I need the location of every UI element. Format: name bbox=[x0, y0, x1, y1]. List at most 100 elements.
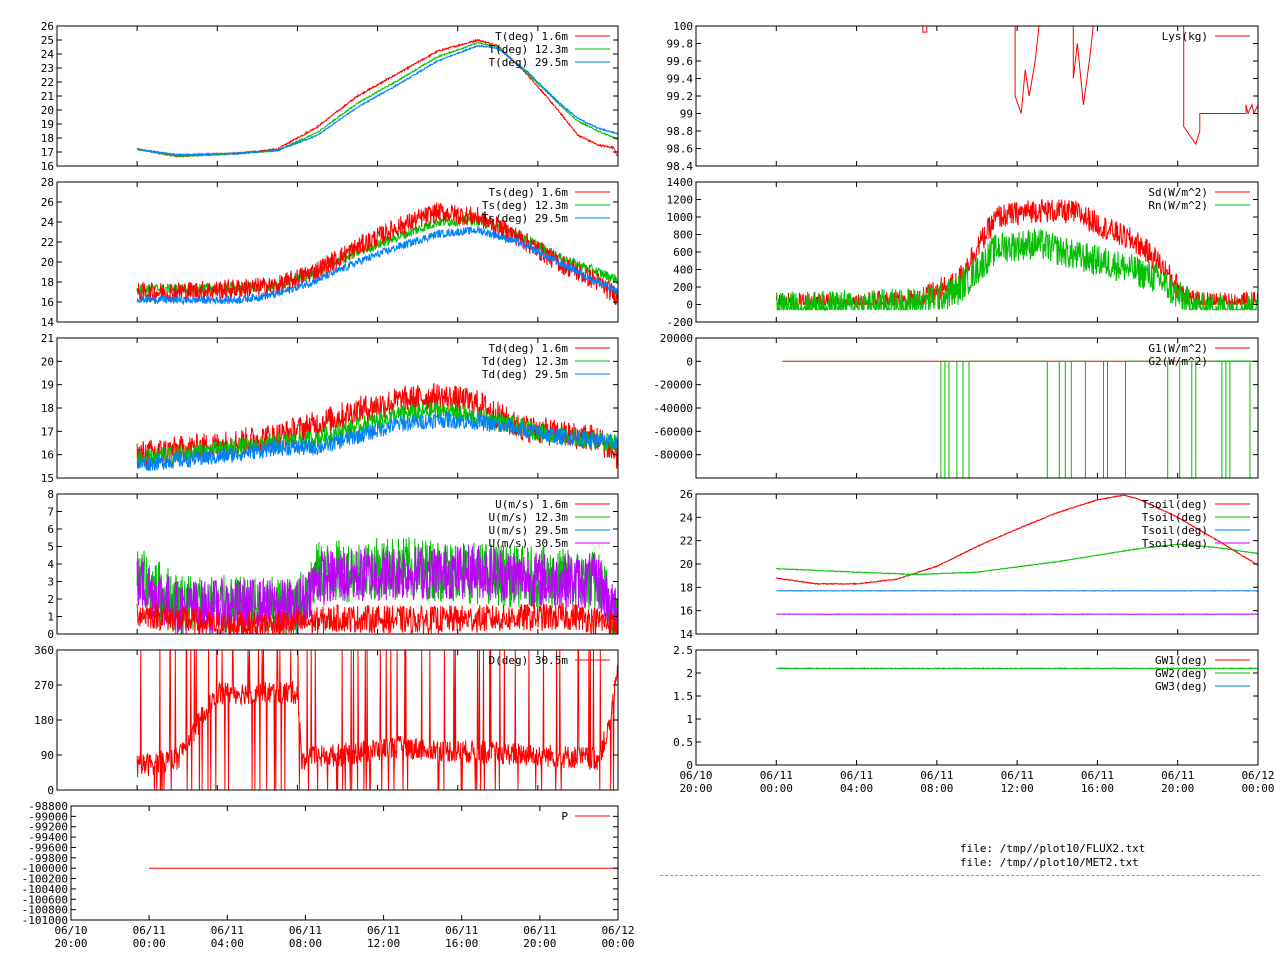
file-list: file: /tmp//plot10/FLUX2.txt file: /tmp//… bbox=[960, 842, 1145, 870]
series-group bbox=[136, 383, 618, 472]
y-tick-label: -80000 bbox=[653, 449, 693, 462]
series-line-red bbox=[776, 494, 1258, 586]
y-tick-label: 17 bbox=[41, 146, 54, 159]
legend-label: T(deg) 1.6m bbox=[495, 30, 568, 43]
y-tick-label: 0 bbox=[686, 355, 693, 368]
y-tick-label: 0 bbox=[686, 759, 693, 772]
x-tick-label: 06/11 bbox=[211, 924, 244, 937]
legend-label: Sd(W/m^2) bbox=[1148, 186, 1208, 199]
y-tick-label: 24 bbox=[41, 48, 55, 61]
legend-label: U(m/s) 1.6m bbox=[495, 498, 568, 511]
y-tick-label: 24 bbox=[41, 216, 55, 229]
x-tick-label: 06/10 bbox=[54, 924, 87, 937]
x-tick-label: 12:00 bbox=[367, 937, 400, 950]
y-tick-label: 26 bbox=[41, 196, 54, 209]
legend-label: Tsoil(deg) bbox=[1142, 524, 1208, 537]
y-tick-label: 20 bbox=[680, 558, 693, 571]
y-tick-label: 21 bbox=[41, 332, 54, 345]
x-tick-label: 06/12 bbox=[1241, 769, 1274, 782]
series-line-green bbox=[775, 543, 1258, 576]
x-tick-label: 20:00 bbox=[679, 782, 712, 795]
series-line-purple bbox=[776, 613, 1258, 616]
y-tick-label: 98.8 bbox=[667, 125, 694, 138]
panel-pressure: -101000-100800-100600-100400-100200-1000… bbox=[22, 800, 635, 950]
y-tick-label: -101000 bbox=[22, 914, 68, 927]
x-tick-label: 16:00 bbox=[445, 937, 478, 950]
x-tick-label: 04:00 bbox=[840, 782, 873, 795]
panel-groundwater: 2.521.510.5006/1020:0006/1100:0006/1104:… bbox=[673, 644, 1274, 795]
file-path: file: /tmp//plot10/MET2.txt bbox=[960, 856, 1139, 869]
y-tick-label: 3 bbox=[47, 576, 54, 589]
y-tick-label: -100800 bbox=[22, 904, 68, 917]
plot-frame bbox=[695, 649, 1259, 766]
series-line-green bbox=[136, 41, 618, 158]
y-tick-label: 16 bbox=[41, 296, 54, 309]
plot-frame bbox=[56, 181, 619, 323]
y-tick-label: 2 bbox=[47, 593, 54, 606]
y-tick-label: -99600 bbox=[28, 841, 68, 854]
x-tick-label: 06/10 bbox=[679, 769, 712, 782]
x-tick-label: 00:00 bbox=[601, 937, 634, 950]
y-tick-label: 2 bbox=[686, 667, 693, 680]
y-tick-label: 22 bbox=[680, 535, 693, 548]
y-tick-label: -99000 bbox=[28, 810, 68, 823]
x-tick-label: 06/11 bbox=[289, 924, 322, 937]
panel-soil-temperature: 26242220181614Tsoil(deg)Tsoil(deg)Tsoil(… bbox=[680, 488, 1259, 641]
y-tick-label: 26 bbox=[680, 488, 693, 501]
legend-label: Rn(W/m^2) bbox=[1148, 199, 1208, 212]
series-line-red bbox=[922, 26, 1258, 146]
series-line-blue bbox=[136, 224, 618, 306]
y-tick-label: 0 bbox=[686, 299, 693, 312]
series-group bbox=[775, 494, 1258, 616]
x-tick-label: 04:00 bbox=[211, 937, 244, 950]
x-tick-label: 20:00 bbox=[1161, 782, 1194, 795]
y-tick-label: 4 bbox=[47, 558, 54, 571]
series-group bbox=[775, 199, 1258, 312]
y-tick-label: 360 bbox=[34, 644, 54, 657]
separator-line bbox=[660, 875, 1260, 876]
y-tick-label: -98800 bbox=[28, 800, 68, 813]
y-tick-label: 2.5 bbox=[673, 644, 693, 657]
y-tick-label: 17 bbox=[41, 425, 54, 438]
y-tick-label: -60000 bbox=[653, 425, 693, 438]
y-tick-label: 18 bbox=[41, 276, 54, 289]
x-tick-label: 06/12 bbox=[601, 924, 634, 937]
x-tick-label: 06/11 bbox=[840, 769, 873, 782]
y-tick-label: -100000 bbox=[22, 862, 68, 875]
legend-label: GW3(deg) bbox=[1155, 680, 1208, 693]
x-tick-label: 00:00 bbox=[1241, 782, 1274, 795]
legend-label: Td(deg) 29.5m bbox=[482, 368, 568, 381]
y-tick-label: -20000 bbox=[653, 379, 693, 392]
y-tick-label: 18 bbox=[41, 132, 54, 145]
panel-wind-direction: 360 270 180 90 0 D(deg) 30.5m bbox=[34, 644, 619, 797]
y-tick-label: 20 bbox=[41, 104, 54, 117]
y-tick-label: 28 bbox=[41, 176, 54, 189]
y-tick-label: 90 bbox=[41, 749, 54, 762]
x-tick-label: 06/11 bbox=[133, 924, 166, 937]
legend-label: T(deg) 29.5m bbox=[489, 56, 569, 69]
y-tick-label: 99.6 bbox=[667, 55, 694, 68]
legend-label: Tsoil(deg) bbox=[1142, 537, 1208, 550]
plot-frame bbox=[70, 805, 619, 921]
y-tick-label: 200 bbox=[673, 281, 693, 294]
y-tick-label: 270 bbox=[34, 679, 54, 692]
legend-label: D(deg) 30.5m bbox=[489, 654, 569, 667]
series-group bbox=[136, 537, 618, 634]
legend-label: U(m/s) 30.5m bbox=[489, 537, 569, 550]
panel-wind-speed: 8 7 6 5 4 3 2 1 0 U(m/s) 1.6mU(m/s) 12.3mU(m/s) 2… bbox=[47, 488, 619, 641]
y-tick-label: 1 bbox=[47, 611, 54, 624]
y-tick-label: 16 bbox=[41, 160, 54, 173]
series-group bbox=[136, 38, 618, 158]
x-tick-label: 06/11 bbox=[1001, 769, 1034, 782]
y-tick-label: 26 bbox=[41, 20, 54, 33]
legend-label: Tsoil(deg) bbox=[1142, 498, 1208, 511]
y-tick-label: 99 bbox=[680, 108, 693, 121]
legend-label: GW1(deg) bbox=[1155, 654, 1208, 667]
y-tick-label: 600 bbox=[673, 246, 693, 259]
y-tick-label: -99400 bbox=[28, 831, 68, 844]
y-tick-label: 19 bbox=[41, 379, 54, 392]
x-tick-label: 06/11 bbox=[445, 924, 478, 937]
y-tick-label: 99.4 bbox=[667, 73, 694, 86]
